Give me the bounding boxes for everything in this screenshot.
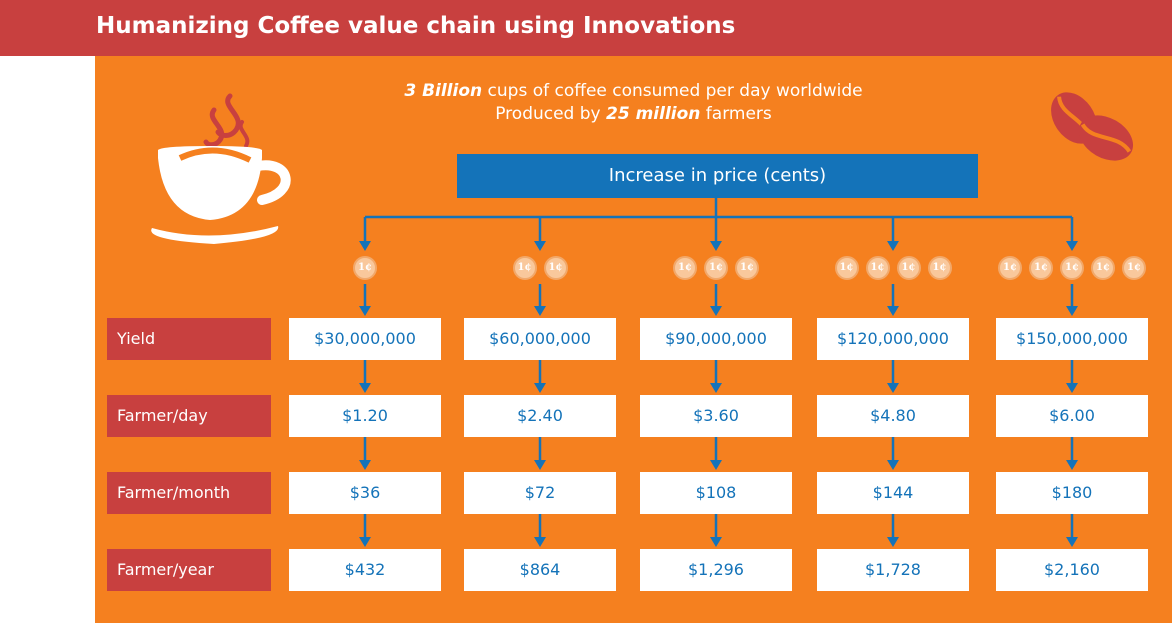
intro-line-2: Produced by 25 million farmers bbox=[95, 103, 1172, 126]
arrow-down-icon bbox=[359, 241, 371, 251]
infographic-panel bbox=[95, 56, 1172, 623]
arrow-down-icon bbox=[359, 460, 371, 470]
coin-icon: 1¢ bbox=[927, 256, 952, 280]
arrow-down-icon bbox=[1066, 537, 1078, 547]
row-label: Farmer/day bbox=[107, 395, 271, 437]
value-cell: $144 bbox=[817, 472, 969, 514]
value-cell: $1,728 bbox=[817, 549, 969, 591]
coin-icon: 1¢ bbox=[834, 256, 859, 280]
value-cell: $180 bbox=[996, 472, 1148, 514]
coin-icon: 1¢ bbox=[543, 256, 568, 280]
coin-icon: 1¢ bbox=[1060, 256, 1084, 280]
coffee-beans-icon bbox=[1051, 92, 1134, 161]
value-cell: $2.40 bbox=[464, 395, 616, 437]
arrow-down-icon bbox=[710, 241, 722, 251]
value-cell: $6.00 bbox=[996, 395, 1148, 437]
value-cell: $432 bbox=[289, 549, 441, 591]
arrow-down-icon bbox=[1066, 383, 1078, 393]
coin-icon: 1¢ bbox=[1122, 256, 1146, 280]
coin-icon: 1¢ bbox=[1029, 256, 1053, 280]
value-cell: $150,000,000 bbox=[996, 318, 1148, 360]
arrow-down-icon bbox=[887, 383, 899, 393]
arrow-down-icon bbox=[534, 306, 546, 316]
value-cell: $36 bbox=[289, 472, 441, 514]
arrow-down-icon bbox=[710, 460, 722, 470]
farmers-text: farmers bbox=[700, 104, 772, 124]
page-title: Humanizing Coffee value chain using Inno… bbox=[96, 13, 736, 39]
coin-icon: 1¢ bbox=[673, 256, 697, 280]
arrow-down-icon bbox=[534, 383, 546, 393]
intro-text: 3 Billion cups of coffee consumed per da… bbox=[95, 80, 1172, 126]
value-cell: $864 bbox=[464, 549, 616, 591]
price-increase-box: Increase in price (cents) bbox=[457, 154, 978, 198]
coin-icon: 1¢ bbox=[704, 256, 728, 280]
value-cell: $4.80 bbox=[817, 395, 969, 437]
row-label: Farmer/year bbox=[107, 549, 271, 591]
farmers-figure: 25 million bbox=[606, 104, 701, 124]
arrow-down-icon bbox=[359, 383, 371, 393]
row-label: Farmer/month bbox=[107, 472, 271, 514]
header-bar: Humanizing Coffee value chain using Inno… bbox=[0, 0, 1172, 56]
farmers-prefix: Produced by bbox=[495, 104, 607, 124]
coin-icon: 1¢ bbox=[353, 256, 377, 280]
coin-icon: 1¢ bbox=[735, 256, 759, 280]
coffee-cup-icon bbox=[151, 93, 291, 244]
arrow-down-icon bbox=[710, 537, 722, 547]
coin-icon: 1¢ bbox=[865, 256, 890, 280]
arrow-down-icon bbox=[1066, 460, 1078, 470]
arrow-down-icon bbox=[534, 241, 546, 251]
arrow-down-icon bbox=[1066, 306, 1078, 316]
cups-text: cups of coffee consumed per day worldwid… bbox=[482, 81, 863, 101]
arrow-down-icon bbox=[359, 537, 371, 547]
arrow-down-icon bbox=[887, 241, 899, 251]
arrow-down-icon bbox=[887, 460, 899, 470]
arrow-down-icon bbox=[887, 306, 899, 316]
arrow-down-icon bbox=[710, 306, 722, 316]
arrow-down-icon bbox=[534, 460, 546, 470]
value-cell: $108 bbox=[640, 472, 792, 514]
coin-icon: 1¢ bbox=[1091, 256, 1115, 280]
arrow-down-icon bbox=[534, 537, 546, 547]
value-cell: $120,000,000 bbox=[817, 318, 969, 360]
arrow-down-icon bbox=[1066, 241, 1078, 251]
cups-figure: 3 Billion bbox=[404, 81, 483, 101]
coin-icon: 1¢ bbox=[896, 256, 921, 280]
intro-line-1: 3 Billion cups of coffee consumed per da… bbox=[95, 80, 1172, 103]
value-cell: $1.20 bbox=[289, 395, 441, 437]
value-cell: $60,000,000 bbox=[464, 318, 616, 360]
arrow-down-icon bbox=[710, 383, 722, 393]
arrow-down-icon bbox=[887, 537, 899, 547]
value-cell: $72 bbox=[464, 472, 616, 514]
coin-icon: 1¢ bbox=[998, 256, 1022, 280]
coin-icon: 1¢ bbox=[512, 256, 537, 280]
value-cell: $90,000,000 bbox=[640, 318, 792, 360]
value-cell: $30,000,000 bbox=[289, 318, 441, 360]
value-cell: $1,296 bbox=[640, 549, 792, 591]
value-cell: $3.60 bbox=[640, 395, 792, 437]
value-cell: $2,160 bbox=[996, 549, 1148, 591]
row-label: Yield bbox=[107, 318, 271, 360]
arrow-down-icon bbox=[359, 306, 371, 316]
